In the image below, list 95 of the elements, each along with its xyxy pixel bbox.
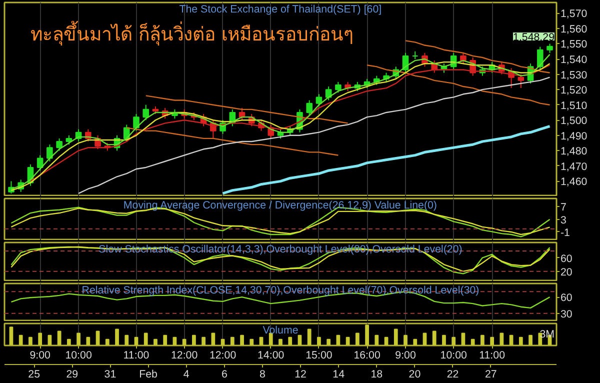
y-tick-label: 1,540	[560, 54, 588, 66]
y-tick-label: 60	[560, 252, 572, 265]
x-tick-label: 12:00	[171, 350, 198, 362]
y-tick-label: 60	[560, 292, 572, 304]
text: 12	[294, 368, 307, 380]
bar	[394, 328, 398, 346]
bar	[326, 338, 331, 346]
bar	[250, 338, 254, 346]
y-tick-label: 1,470	[560, 160, 588, 173]
bar	[66, 338, 71, 346]
bar	[57, 330, 62, 346]
bar	[105, 338, 110, 346]
x-tick-label: 11:00	[479, 350, 506, 362]
bar	[528, 334, 532, 346]
bar	[230, 336, 234, 346]
text: 22	[446, 368, 459, 380]
bar	[144, 332, 148, 346]
bar	[518, 336, 523, 346]
y-tick-label: 1,520	[560, 84, 588, 97]
bar	[115, 328, 119, 346]
chart-title: Volume	[262, 324, 298, 336]
annotation: ทะลุขึ้นมาได้ ก็ลุ้นวิ่งต่อ เหมือนรอบก่อนๆ	[30, 20, 354, 46]
bar	[202, 336, 206, 346]
y-tick-label: 1,560	[560, 23, 588, 36]
x-tick-label: 9:00	[30, 350, 51, 362]
bar	[307, 328, 312, 346]
x-tick-label: 15:00	[306, 350, 332, 362]
bar	[163, 334, 168, 346]
y-tick-label: 1,570	[560, 8, 588, 20]
y-tick-label: 1,500	[560, 115, 588, 128]
bar	[413, 338, 418, 346]
text: 20	[408, 368, 421, 380]
chart-title: The Stock Exchange of Thailand(SET) [60]	[179, 4, 382, 16]
y-tick-label: 7	[560, 202, 566, 214]
text: 29	[66, 368, 78, 380]
bar	[9, 326, 14, 346]
bar	[317, 336, 321, 346]
x-tick-label: 11:00	[123, 350, 150, 362]
y-tick-label: 3	[560, 214, 566, 226]
x-tick-label: 12:00	[209, 350, 236, 362]
bar	[211, 332, 216, 346]
bar	[355, 332, 360, 346]
y-tick-label: 1,530	[560, 69, 588, 82]
x-tick-label: 10:00	[440, 350, 468, 362]
x-tick-label: 14:00	[258, 350, 284, 362]
text: 4	[183, 368, 190, 380]
y-tick-label: 30	[560, 308, 572, 320]
bar	[374, 334, 379, 346]
bar	[452, 336, 456, 346]
bar	[76, 332, 80, 346]
text: 31	[104, 368, 116, 380]
bar	[18, 334, 23, 346]
text: 8	[260, 368, 266, 380]
bar	[268, 332, 273, 346]
bar	[288, 336, 292, 346]
bar	[28, 336, 32, 346]
bar	[490, 336, 494, 346]
text: 6	[221, 368, 228, 380]
candlestick	[412, 50, 418, 60]
text: Feb	[139, 368, 158, 380]
text: 27	[484, 368, 497, 380]
y-tick-label: 1,510	[560, 100, 588, 112]
bar	[442, 334, 446, 346]
text: 14	[332, 368, 345, 380]
bar	[404, 334, 408, 346]
bar	[480, 334, 484, 346]
x-tick-label: 16:00	[354, 350, 380, 362]
chart-title: Moving Average Convergence / Divergence(26,12,9) Value Line(0)	[123, 200, 437, 212]
text: 25	[28, 368, 40, 380]
y-tick-label: 1,490	[560, 130, 588, 142]
bar	[124, 334, 129, 346]
bar	[192, 334, 196, 346]
bar	[240, 334, 244, 346]
y-tick-label: 1,460	[560, 176, 588, 188]
bar	[278, 338, 282, 346]
bar	[86, 336, 90, 346]
y-tick-label: -1	[560, 226, 570, 239]
bar	[470, 338, 475, 346]
text: 18	[370, 368, 383, 380]
line-series	[222, 124, 552, 195]
y-tick-label: 1,550	[560, 38, 588, 51]
bar	[365, 324, 369, 346]
annotation: 1,548.29	[513, 32, 555, 44]
y-tick-label: 1,480	[560, 146, 588, 158]
line-series	[366, 64, 550, 106]
bar	[182, 338, 186, 346]
y-tick-label: 20	[560, 266, 572, 278]
bar	[154, 338, 158, 346]
x-tick-label: 9:00	[395, 350, 416, 362]
bar	[432, 330, 436, 346]
x-tick-label: 10:00	[65, 350, 92, 362]
bar	[500, 332, 504, 346]
bar	[346, 336, 350, 346]
bar	[38, 332, 42, 346]
annotation: 3M	[540, 328, 555, 340]
